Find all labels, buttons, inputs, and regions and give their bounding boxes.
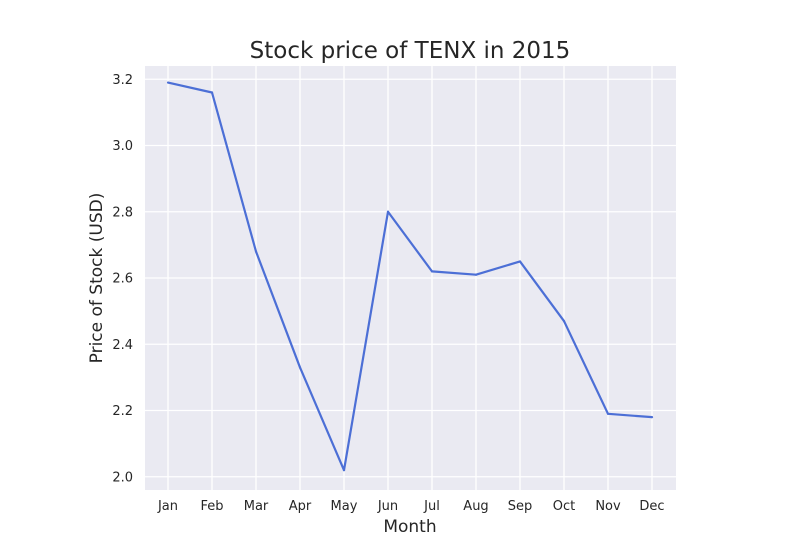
x-axis-label: Month [383, 517, 436, 537]
x-tick-label: May [331, 499, 358, 514]
x-tick-label: Jun [377, 499, 398, 514]
data-point-jun [386, 210, 390, 213]
y-tick-label: 2.4 [112, 338, 133, 353]
x-tick-label: Jul [423, 499, 440, 514]
x-tick-label: Nov [595, 499, 621, 514]
data-point-oct [562, 319, 566, 323]
data-point-nov [606, 412, 610, 415]
y-tick-label: 2.2 [112, 404, 133, 419]
x-tick-label: Dec [639, 499, 664, 514]
y-tick-label: 3.2 [112, 73, 133, 88]
x-tick-label: Feb [200, 499, 223, 514]
x-tick-labels: Jan Feb Mar Apr May Jun Jul Aug Sep Oct Nov Dec [157, 499, 665, 514]
y-tick-labels: 2.0 2.2 2.4 2.6 2.8 3.0 3.2 [112, 73, 133, 486]
data-point-apr [298, 366, 302, 369]
x-tick-label: Sep [508, 499, 533, 514]
y-tick-label: 2.8 [112, 205, 133, 220]
data-point-may [342, 469, 346, 472]
data-point-feb [210, 91, 214, 94]
data-point-mar [254, 250, 258, 253]
data-point-dec [650, 416, 654, 419]
chart-title: Stock price of TENX in 2015 [250, 38, 571, 64]
grid-lines [145, 66, 676, 490]
x-tick-label: Aug [463, 499, 488, 514]
x-tick-label: Mar [244, 499, 269, 514]
x-tick-label: Apr [289, 499, 312, 514]
y-tick-label: 3.0 [112, 139, 133, 154]
data-point-jan [166, 81, 170, 84]
data-points [166, 81, 654, 472]
data-point-aug [474, 273, 478, 276]
x-tick-label: Jan [157, 499, 178, 514]
data-point-jul [430, 270, 434, 273]
y-tick-label: 2.0 [112, 470, 133, 485]
data-point-sep [518, 260, 522, 263]
x-tick-label: Oct [553, 499, 575, 514]
y-tick-label: 2.6 [112, 272, 133, 287]
series-line [167, 81, 653, 472]
y-axis-label: Price of Stock (USD) [87, 193, 107, 364]
